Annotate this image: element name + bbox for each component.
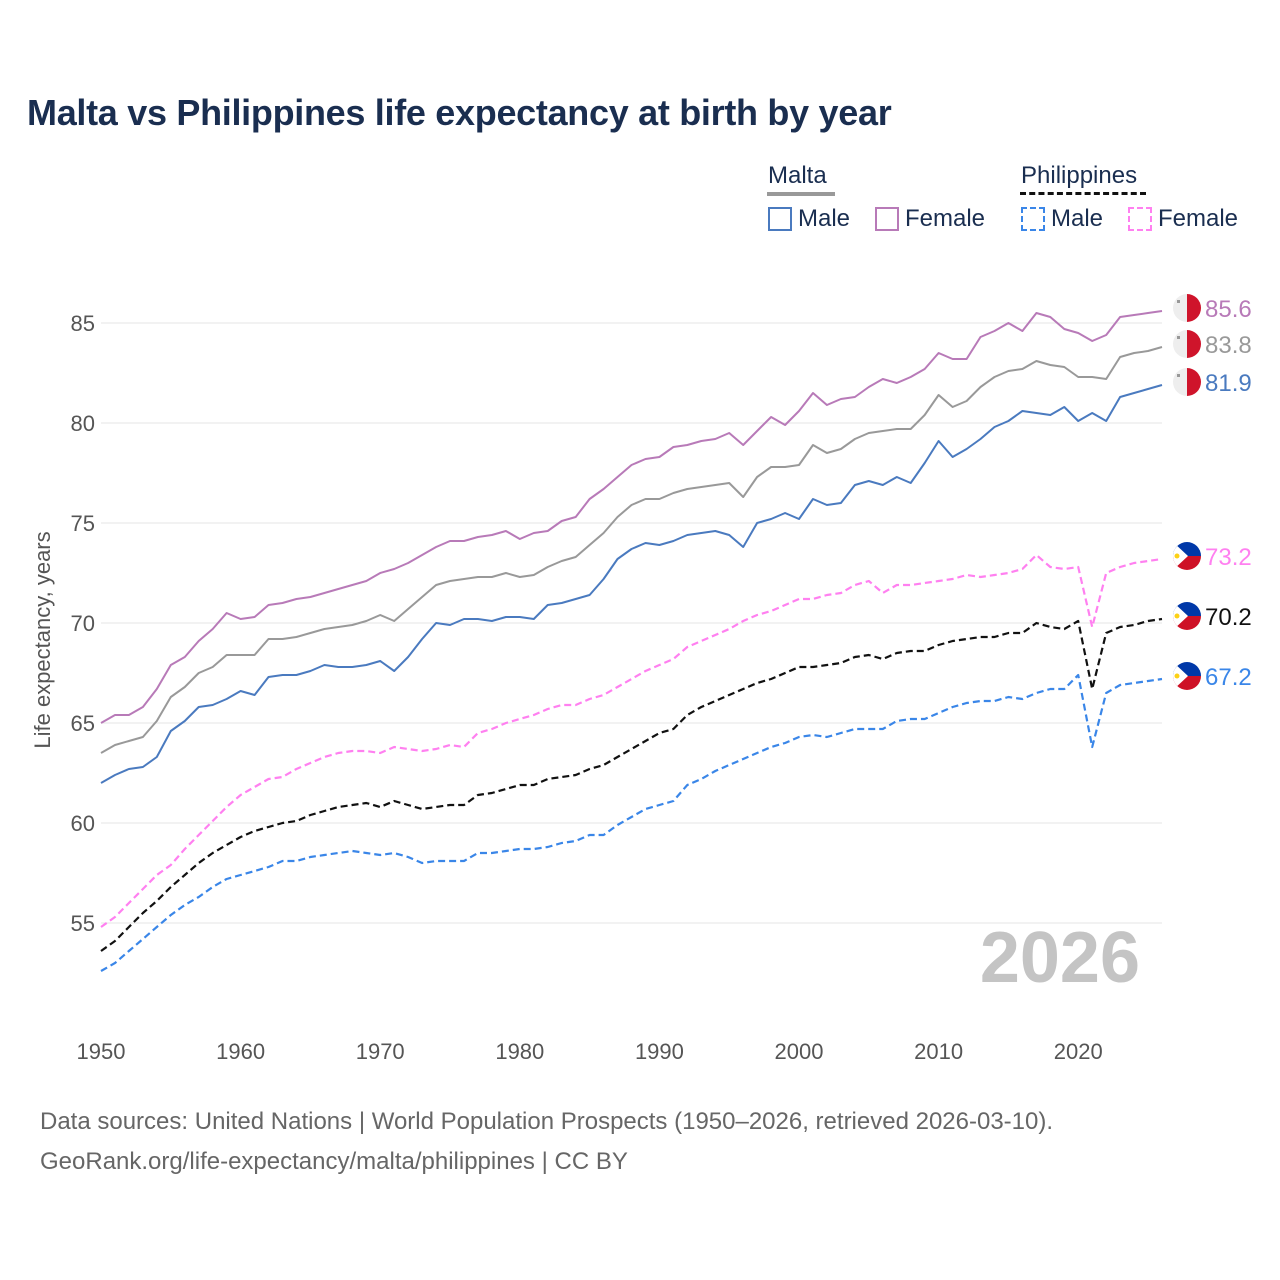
series-line-philippines-total bbox=[100, 617, 1163, 952]
legend-item-philippines-male[interactable]: Male bbox=[1021, 205, 1103, 233]
x-tick-label: 1960 bbox=[216, 1039, 265, 1064]
y-tick-label: 85 bbox=[71, 311, 95, 336]
y-tick-label: 55 bbox=[71, 911, 95, 936]
source-line-1: Data sources: United Nations | World Pop… bbox=[40, 1108, 1054, 1135]
x-tick-label: 2000 bbox=[775, 1039, 824, 1064]
end-label-philippines-total: 70.2 bbox=[1205, 604, 1252, 631]
legend-group-malta: Malta bbox=[768, 162, 827, 189]
malta-flag-icon bbox=[1173, 330, 1201, 358]
legend-underline-malta bbox=[767, 192, 835, 196]
end-labels: 85.6 83.8 81.9 73.2 70.2 67.2 bbox=[1173, 294, 1252, 691]
x-axis-ticks: 1950 1960 1970 1980 1990 2000 2010 2020 bbox=[77, 1039, 1103, 1064]
legend-swatch-philippines-male bbox=[1021, 207, 1045, 231]
y-axis-label: Life expectancy, years bbox=[30, 531, 55, 748]
philippines-flag-icon bbox=[1173, 542, 1201, 570]
series-line-malta-male bbox=[100, 384, 1163, 784]
series-line-malta-total bbox=[100, 346, 1163, 754]
legend-label-malta-male: Male bbox=[798, 205, 851, 232]
x-tick-label: 1950 bbox=[77, 1039, 126, 1064]
end-label-philippines-male: 67.2 bbox=[1205, 664, 1252, 691]
malta-flag-icon bbox=[1173, 294, 1201, 322]
y-axis-ticks: 55 60 65 70 75 80 85 bbox=[71, 311, 95, 936]
y-tick-label: 60 bbox=[71, 811, 95, 836]
legend-swatch-malta-male bbox=[768, 207, 792, 231]
gridlines bbox=[101, 322, 1162, 924]
y-tick-label: 70 bbox=[71, 611, 95, 636]
end-label-philippines-female: 73.2 bbox=[1205, 544, 1252, 571]
philippines-flag-icon bbox=[1173, 662, 1201, 690]
y-tick-label: 65 bbox=[71, 711, 95, 736]
y-tick-label: 80 bbox=[71, 411, 95, 436]
legend-item-malta-female[interactable]: Female bbox=[875, 205, 985, 233]
series-line-philippines-female bbox=[100, 553, 1163, 928]
series-lines bbox=[100, 310, 1163, 972]
end-label-malta-female: 85.6 bbox=[1205, 296, 1252, 323]
legend-swatch-philippines-female bbox=[1128, 207, 1152, 231]
legend-label-philippines-female: Female bbox=[1158, 205, 1239, 232]
source-line-2: GeoRank.org/life-expectancy/malta/philip… bbox=[40, 1148, 628, 1175]
chart-title: Malta vs Philippines life expectancy at … bbox=[27, 92, 892, 133]
x-tick-label: 1970 bbox=[356, 1039, 405, 1064]
year-watermark: 2026 bbox=[980, 918, 1140, 998]
x-tick-label: 1980 bbox=[495, 1039, 544, 1064]
legend-item-malta-male[interactable]: Male bbox=[768, 205, 850, 233]
legend-label-malta-female: Female bbox=[905, 205, 986, 232]
x-tick-label: 2020 bbox=[1054, 1039, 1103, 1064]
legend-swatch-malta-female bbox=[875, 207, 899, 231]
series-line-malta-female bbox=[100, 310, 1163, 724]
legend-item-philippines-female[interactable]: Female bbox=[1128, 205, 1238, 233]
x-tick-label: 2010 bbox=[914, 1039, 963, 1064]
y-tick-label: 75 bbox=[71, 511, 95, 536]
x-tick-label: 1990 bbox=[635, 1039, 684, 1064]
series-line-philippines-male bbox=[100, 673, 1163, 972]
end-label-malta-male: 81.9 bbox=[1205, 370, 1252, 397]
philippines-flag-icon bbox=[1173, 602, 1201, 630]
legend-underline-philippines bbox=[1020, 192, 1146, 195]
end-label-malta-total: 83.8 bbox=[1205, 332, 1252, 359]
malta-flag-icon bbox=[1173, 368, 1201, 396]
legend-label-philippines-male: Male bbox=[1051, 205, 1104, 232]
legend-group-philippines: Philippines bbox=[1021, 162, 1138, 189]
